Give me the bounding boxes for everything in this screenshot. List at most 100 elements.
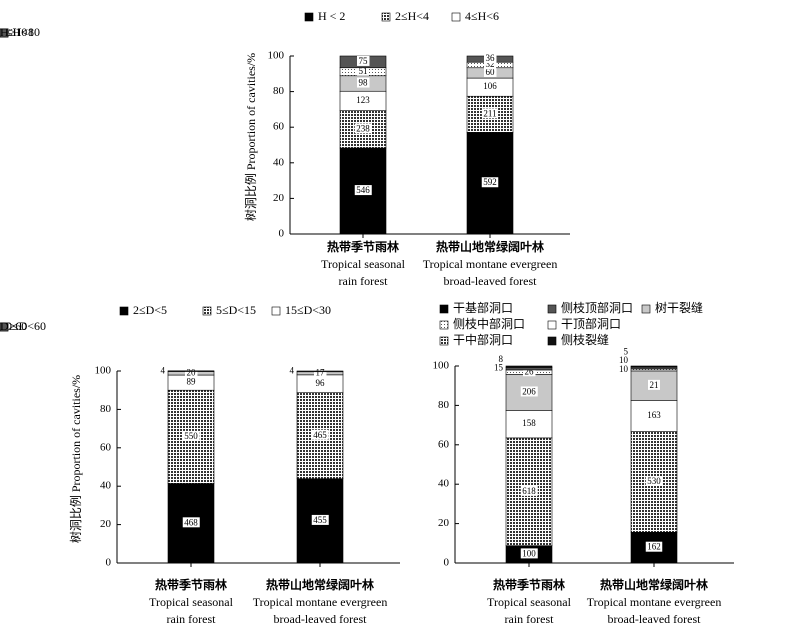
data-label: 550 xyxy=(184,431,198,441)
data-label: 206 xyxy=(522,386,536,396)
x-tick-label: broad-leaved forest xyxy=(444,274,538,288)
x-tick-label: Tropical montane evergreen xyxy=(587,595,722,609)
y-tick-label: 100 xyxy=(95,365,112,377)
data-label-group: 20 xyxy=(185,367,198,378)
data-label-group: 465 xyxy=(311,429,329,440)
y-tick-label: 80 xyxy=(273,85,285,97)
y-tick-label: 20 xyxy=(438,517,450,529)
legend-swatch xyxy=(547,304,557,314)
legend-swatch xyxy=(202,306,212,316)
y-tick-label: 40 xyxy=(273,156,285,168)
y-tick-label: 100 xyxy=(433,360,450,372)
data-label-group: 75 xyxy=(357,55,370,66)
data-label: 468 xyxy=(184,517,198,527)
data-label: 4 xyxy=(290,365,295,375)
data-label: 20 xyxy=(187,367,197,377)
y-tick-label: 60 xyxy=(100,441,112,453)
data-label-group: 106 xyxy=(481,81,499,92)
data-label-box xyxy=(645,541,663,552)
data-label-box xyxy=(481,81,499,92)
y-tick-label: 60 xyxy=(438,438,450,450)
y-tick-label: 0 xyxy=(444,557,450,569)
legend-swatch xyxy=(304,12,314,22)
data-label-box xyxy=(484,59,496,70)
data-label-group: 592 xyxy=(481,177,499,188)
data-label-group: 21 xyxy=(648,379,660,390)
x-tick-label: Tropical seasonal xyxy=(487,595,572,609)
data-label-box xyxy=(481,177,499,188)
data-label-group: 26 xyxy=(523,366,536,377)
data-label-group: 51 xyxy=(357,65,369,76)
legend-swatch xyxy=(119,306,129,316)
data-label: 238 xyxy=(356,123,370,133)
data-label-group: 550 xyxy=(182,430,200,441)
legend-swatch xyxy=(547,336,557,346)
legend-swatch xyxy=(0,28,9,38)
data-label: 163 xyxy=(647,410,661,420)
data-label-group: 211 xyxy=(481,108,499,119)
data-label: 455 xyxy=(313,515,327,525)
data-label: 530 xyxy=(647,476,661,486)
data-label-group: 17 xyxy=(314,367,327,378)
data-label-group: 163 xyxy=(645,410,663,421)
legend-label: 干基部洞口 xyxy=(453,300,513,315)
data-label: 4 xyxy=(161,365,166,375)
legend-label: 2≤D<5 xyxy=(133,303,167,317)
legend-swatch xyxy=(439,320,449,330)
y-axis-label: 树洞比例 Proportion of cavities/% xyxy=(243,53,258,221)
data-label-box xyxy=(354,123,372,134)
data-label: 546 xyxy=(356,185,370,195)
data-label-box xyxy=(311,514,329,525)
x-tick-label: broad-leaved forest xyxy=(274,612,368,626)
x-tick-label: Tropical montane evergreen xyxy=(253,595,388,609)
legend-swatch xyxy=(547,320,557,330)
data-label: 158 xyxy=(522,418,536,428)
data-label-group: 36 xyxy=(484,53,497,64)
bar-segment xyxy=(296,370,344,373)
y-tick-label: 100 xyxy=(268,50,285,62)
data-label-group: 206 xyxy=(520,386,538,397)
data-label: 123 xyxy=(356,95,370,105)
legend-swatch xyxy=(439,336,449,346)
y-axis-label: 树洞比例 Proportion of cavities/% xyxy=(68,375,83,543)
data-label: 100 xyxy=(522,548,536,558)
x-tick-label: rain forest xyxy=(505,612,555,626)
data-label-group: 618 xyxy=(520,485,538,496)
data-label-group: 89 xyxy=(185,376,198,387)
data-label: 10 xyxy=(619,355,629,365)
legend-label: 侧枝顶部洞口 xyxy=(561,300,633,315)
data-label-group: 60 xyxy=(484,66,497,77)
data-label: 15 xyxy=(494,363,504,373)
data-label-group: 162 xyxy=(645,541,663,552)
y-tick-label: 60 xyxy=(273,121,285,133)
data-label-box xyxy=(484,66,497,77)
data-label: 36 xyxy=(486,53,496,63)
x-tick-label: Tropical montane evergreen xyxy=(423,257,558,271)
x-tick-label: 热带季节雨林 xyxy=(155,577,227,592)
y-tick-label: 40 xyxy=(438,478,450,490)
data-label-group: 98 xyxy=(357,77,370,88)
data-label-box xyxy=(520,485,538,496)
data-label-box xyxy=(645,410,663,421)
legend-label: 2≤H<4 xyxy=(395,9,429,23)
data-label-box xyxy=(520,386,538,397)
x-tick-label: broad-leaved forest xyxy=(608,612,702,626)
data-label-box xyxy=(484,53,497,64)
data-label-box xyxy=(182,517,200,528)
x-tick-label: Tropical seasonal xyxy=(149,595,234,609)
legend-label: 4≤H<6 xyxy=(465,9,499,23)
y-tick-label: 20 xyxy=(273,192,285,204)
data-label: 106 xyxy=(483,81,497,91)
data-label: 10 xyxy=(619,364,629,374)
data-label: 75 xyxy=(359,56,369,66)
data-label: 26 xyxy=(525,366,535,376)
legend-label: D≥60 xyxy=(0,319,27,333)
x-tick-label: Tropical seasonal xyxy=(321,257,406,271)
data-label-box xyxy=(354,185,372,196)
data-label: 5 xyxy=(624,347,629,357)
x-tick-label: 热带山地常绿阔叶林 xyxy=(266,577,374,592)
data-label-box xyxy=(314,377,327,388)
data-label-box xyxy=(523,366,536,377)
data-label-box xyxy=(520,418,538,429)
x-tick-label: rain forest xyxy=(339,274,389,288)
